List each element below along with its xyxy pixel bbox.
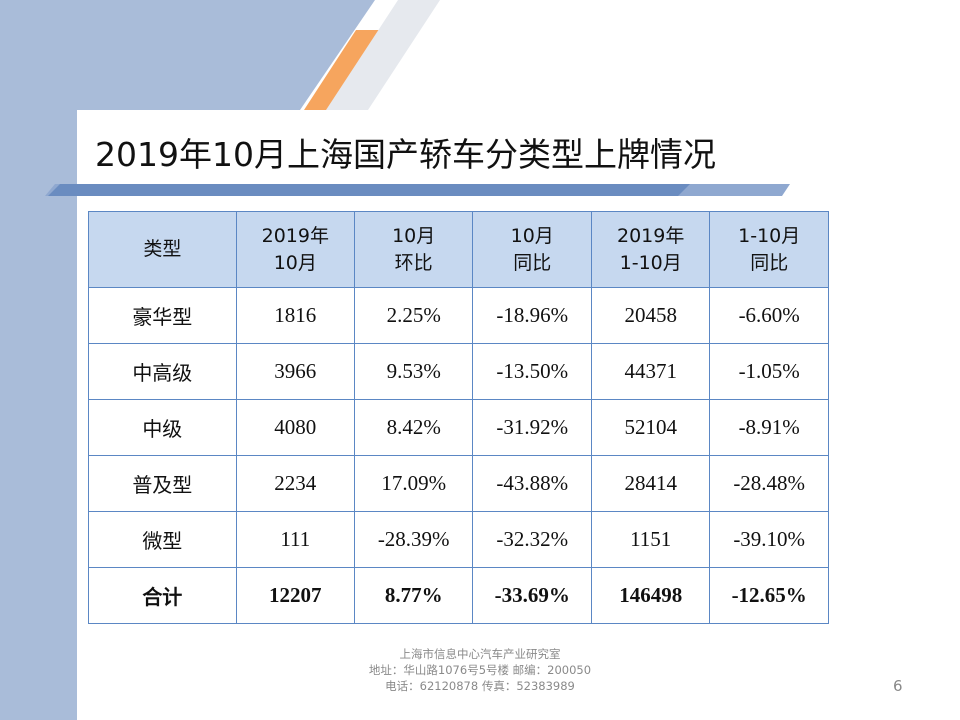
table-cell: 2.25%	[353, 287, 474, 344]
table-cell: -18.96%	[472, 287, 592, 344]
table-cell: 1151	[590, 511, 711, 568]
row-label: 豪华型	[88, 287, 237, 344]
footer-organization: 上海市信息中心汽车产业研究室	[399, 647, 561, 661]
header-decoration	[0, 0, 440, 110]
table-cell: 3966	[235, 343, 355, 400]
header-cell: 2019年 10月	[235, 211, 355, 288]
row-label: 中高级	[88, 343, 237, 400]
header-cell: 10月 同比	[472, 211, 592, 288]
table-cell: -12.65%	[709, 567, 829, 624]
table-cell: 4080	[235, 399, 355, 456]
table-row: 豪华型 1816 2.25% -18.96% 20458 -6.60%	[88, 287, 829, 344]
table-cell: -13.50%	[472, 343, 592, 400]
footer-phone: 电话：62120878 传真：52383989	[385, 679, 575, 693]
table-cell: -8.91%	[709, 399, 829, 456]
table-cell: 28414	[590, 455, 711, 512]
header-cell: 1-10月 同比	[709, 211, 829, 288]
table-cell: 111	[235, 511, 355, 568]
table-cell: 17.09%	[353, 455, 474, 512]
footer-contact: 上海市信息中心汽车产业研究室 地址：华山路1076号5号楼 邮编：200050 …	[320, 646, 640, 694]
table-header-row: 类型 2019年 10月 10月 环比 10月 同比 2019年 1-10月 1-10月…	[88, 211, 829, 288]
table-cell: 8.77%	[353, 567, 474, 624]
table-cell: 20458	[590, 287, 711, 344]
table-row: 普及型 2234 17.09% -43.88% 28414 -28.48%	[88, 455, 829, 512]
title-underline-stripe	[45, 184, 790, 196]
table-cell: -39.10%	[709, 511, 829, 568]
table-cell: -31.92%	[472, 399, 592, 456]
table-cell: -6.60%	[709, 287, 829, 344]
table-cell: 52104	[590, 399, 711, 456]
left-side-panel	[0, 0, 77, 720]
table-cell: 12207	[235, 567, 355, 624]
header-cell: 类型	[88, 211, 237, 288]
title-card	[77, 110, 797, 188]
table-row: 中级 4080 8.42% -31.92% 52104 -8.91%	[88, 399, 829, 456]
row-label: 普及型	[88, 455, 237, 512]
table-cell: 146498	[590, 567, 711, 624]
data-table: 类型 2019年 10月 10月 环比 10月 同比 2019年 1-10月 1-10月…	[88, 211, 829, 624]
table-row: 微型 111 -28.39% -32.32% 1151 -39.10%	[88, 511, 829, 568]
table-cell: 44371	[590, 343, 711, 400]
table-total-row: 合计 12207 8.77% -33.69% 146498 -12.65%	[88, 567, 829, 624]
table-cell: 9.53%	[353, 343, 474, 400]
page-title: 2019年10月上海国产轿车分类型上牌情况	[95, 135, 716, 174]
table-cell: -33.69%	[472, 567, 592, 624]
header-cell: 2019年 1-10月	[590, 211, 711, 288]
table-cell: -1.05%	[709, 343, 829, 400]
header-cell: 10月 环比	[353, 211, 474, 288]
row-label: 合计	[88, 567, 237, 624]
row-label: 微型	[88, 511, 237, 568]
table-row: 中高级 3966 9.53% -13.50% 44371 -1.05%	[88, 343, 829, 400]
row-label: 中级	[88, 399, 237, 456]
table-cell: 1816	[235, 287, 355, 344]
table-cell: -28.39%	[353, 511, 474, 568]
table-cell: -28.48%	[709, 455, 829, 512]
footer-address: 地址：华山路1076号5号楼 邮编：200050	[368, 663, 592, 677]
table-cell: 8.42%	[353, 399, 474, 456]
table-cell: -43.88%	[472, 455, 592, 512]
table-cell: -32.32%	[472, 511, 592, 568]
table-cell: 2234	[235, 455, 355, 512]
page-number: 6	[893, 677, 903, 695]
